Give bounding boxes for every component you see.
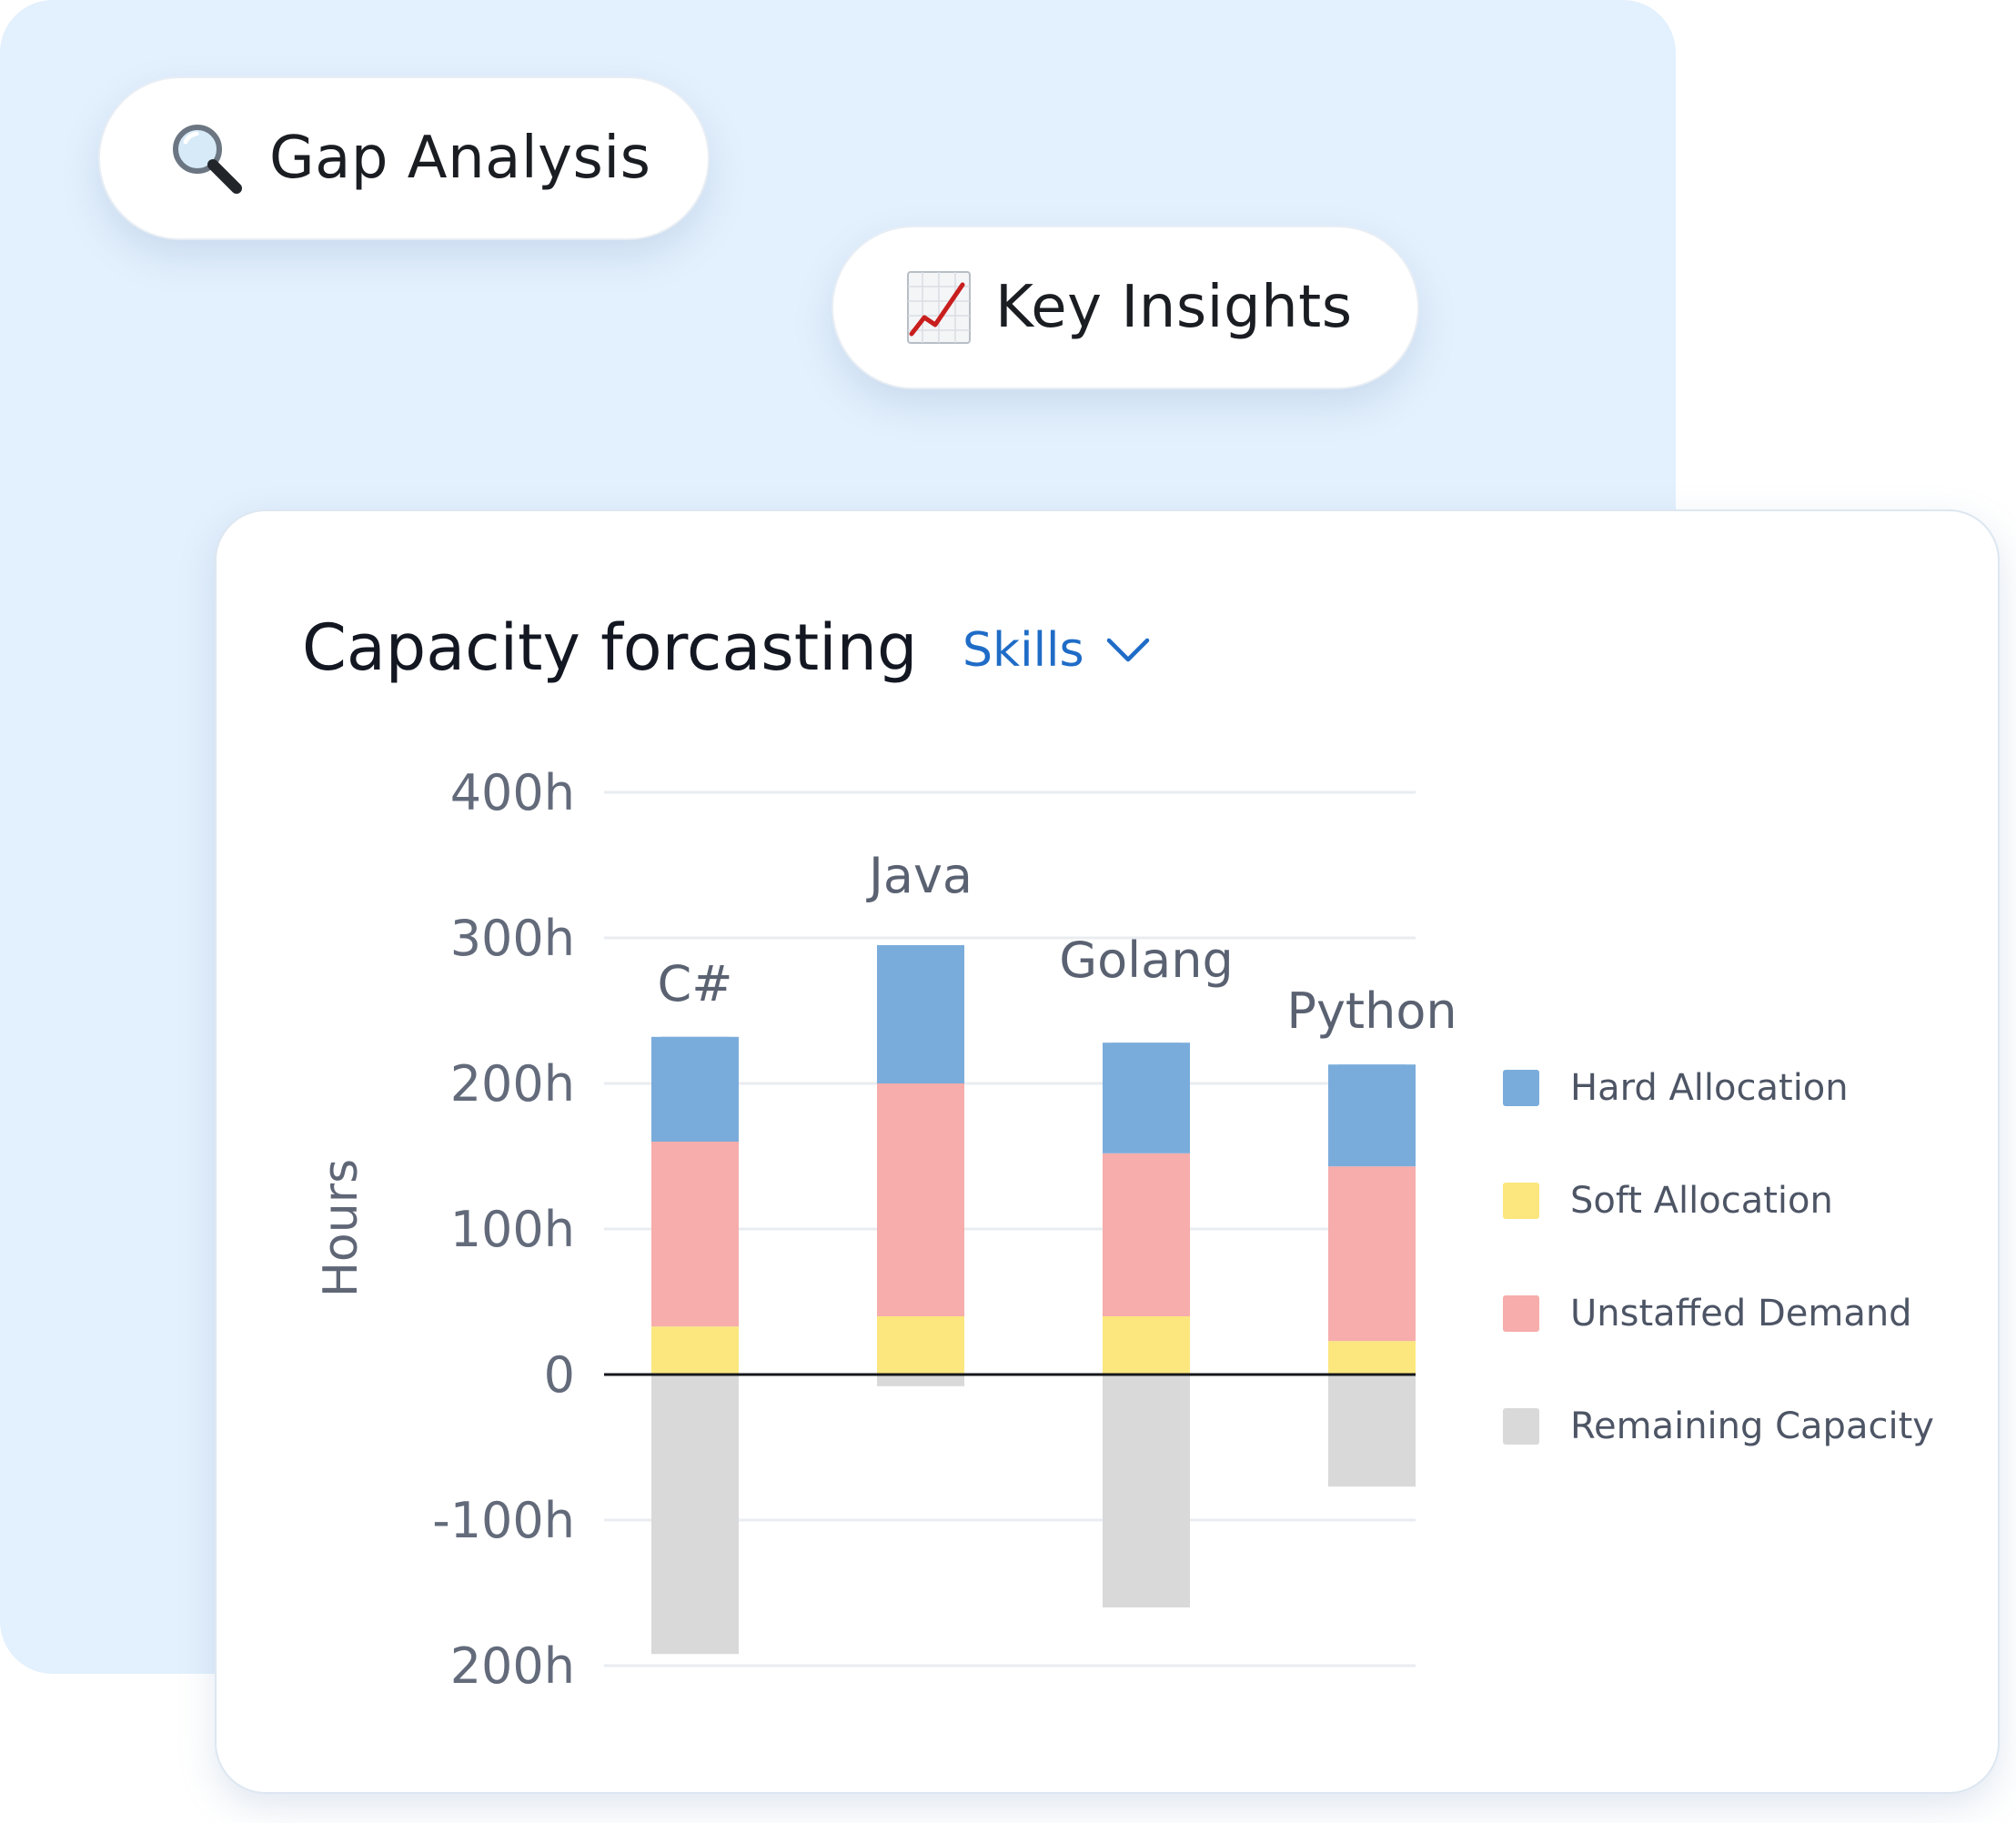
legend-item: Soft Allocation: [1503, 1144, 1976, 1257]
bar-soft-allocation: [1328, 1341, 1416, 1375]
chart-legend: Hard Allocation Soft Allocation Unstaffed …: [1503, 1032, 1976, 1483]
legend-label: Remaining Capacity: [1570, 1405, 1934, 1447]
bar-remaining-capacity: [1328, 1375, 1416, 1487]
category-label: Golang: [1059, 932, 1233, 989]
legend-label: Soft Allocation: [1570, 1180, 1833, 1222]
card-title: Capacity forcasting: [302, 610, 918, 685]
category-label: C#: [658, 955, 733, 1012]
bar-cap-fill: [651, 1047, 739, 1061]
bar-remaining-capacity: [1103, 1375, 1190, 1607]
bar-cap-fill: [877, 956, 964, 969]
bar-soft-allocation: [651, 1326, 739, 1375]
legend-item: Hard Allocation: [1503, 1032, 1976, 1144]
y-tick-label: 0: [544, 1346, 575, 1404]
legend-label: Unstaffed Demand: [1570, 1293, 1912, 1335]
legend-swatch: [1503, 1408, 1539, 1445]
chart-increasing-icon: [906, 270, 972, 345]
gap-analysis-pill[interactable]: Gap Analysis: [98, 76, 710, 240]
bar-soft-allocation: [877, 1316, 964, 1375]
y-tick-label: 300h: [450, 910, 575, 967]
legend-item: Unstaffed Demand: [1503, 1257, 1976, 1370]
bar-remaining-capacity: [651, 1375, 739, 1655]
legend-label: Hard Allocation: [1570, 1067, 1849, 1109]
legend-swatch: [1503, 1070, 1539, 1106]
bar-unstaffed-demand: [651, 1142, 739, 1327]
bar-unstaffed-demand: [877, 1083, 964, 1316]
category-label: Python: [1286, 982, 1457, 1040]
bar-remaining-capacity: [877, 1375, 964, 1386]
y-tick-label: 100h: [450, 1201, 575, 1258]
legend-item: Remaining Capacity: [1503, 1370, 1976, 1483]
bar-unstaffed-demand: [1328, 1166, 1416, 1342]
chevron-down-icon: [1106, 637, 1150, 664]
skills-dropdown-label: Skills: [963, 623, 1084, 678]
skills-dropdown[interactable]: Skills: [963, 620, 1150, 680]
legend-swatch: [1503, 1183, 1539, 1219]
y-tick-label: 200h: [450, 1055, 575, 1113]
bar-cap-fill: [1328, 1075, 1416, 1089]
bar-unstaffed-demand: [1103, 1153, 1190, 1316]
legend-swatch: [1503, 1295, 1539, 1332]
y-axis-title: Hours: [314, 1159, 368, 1297]
y-tick-label: 400h: [450, 764, 575, 821]
key-insights-label: Key Insights: [995, 274, 1353, 341]
category-label: Java: [866, 847, 973, 904]
bar-cap-fill: [1103, 1053, 1190, 1067]
y-tick-label: -100h: [432, 1492, 575, 1549]
bar-soft-allocation: [1103, 1316, 1190, 1375]
magnifying-glass-icon: [167, 119, 246, 197]
key-insights-pill[interactable]: Key Insights: [832, 226, 1419, 389]
y-tick-label: 200h: [450, 1637, 575, 1695]
gap-analysis-label: Gap Analysis: [269, 125, 651, 192]
